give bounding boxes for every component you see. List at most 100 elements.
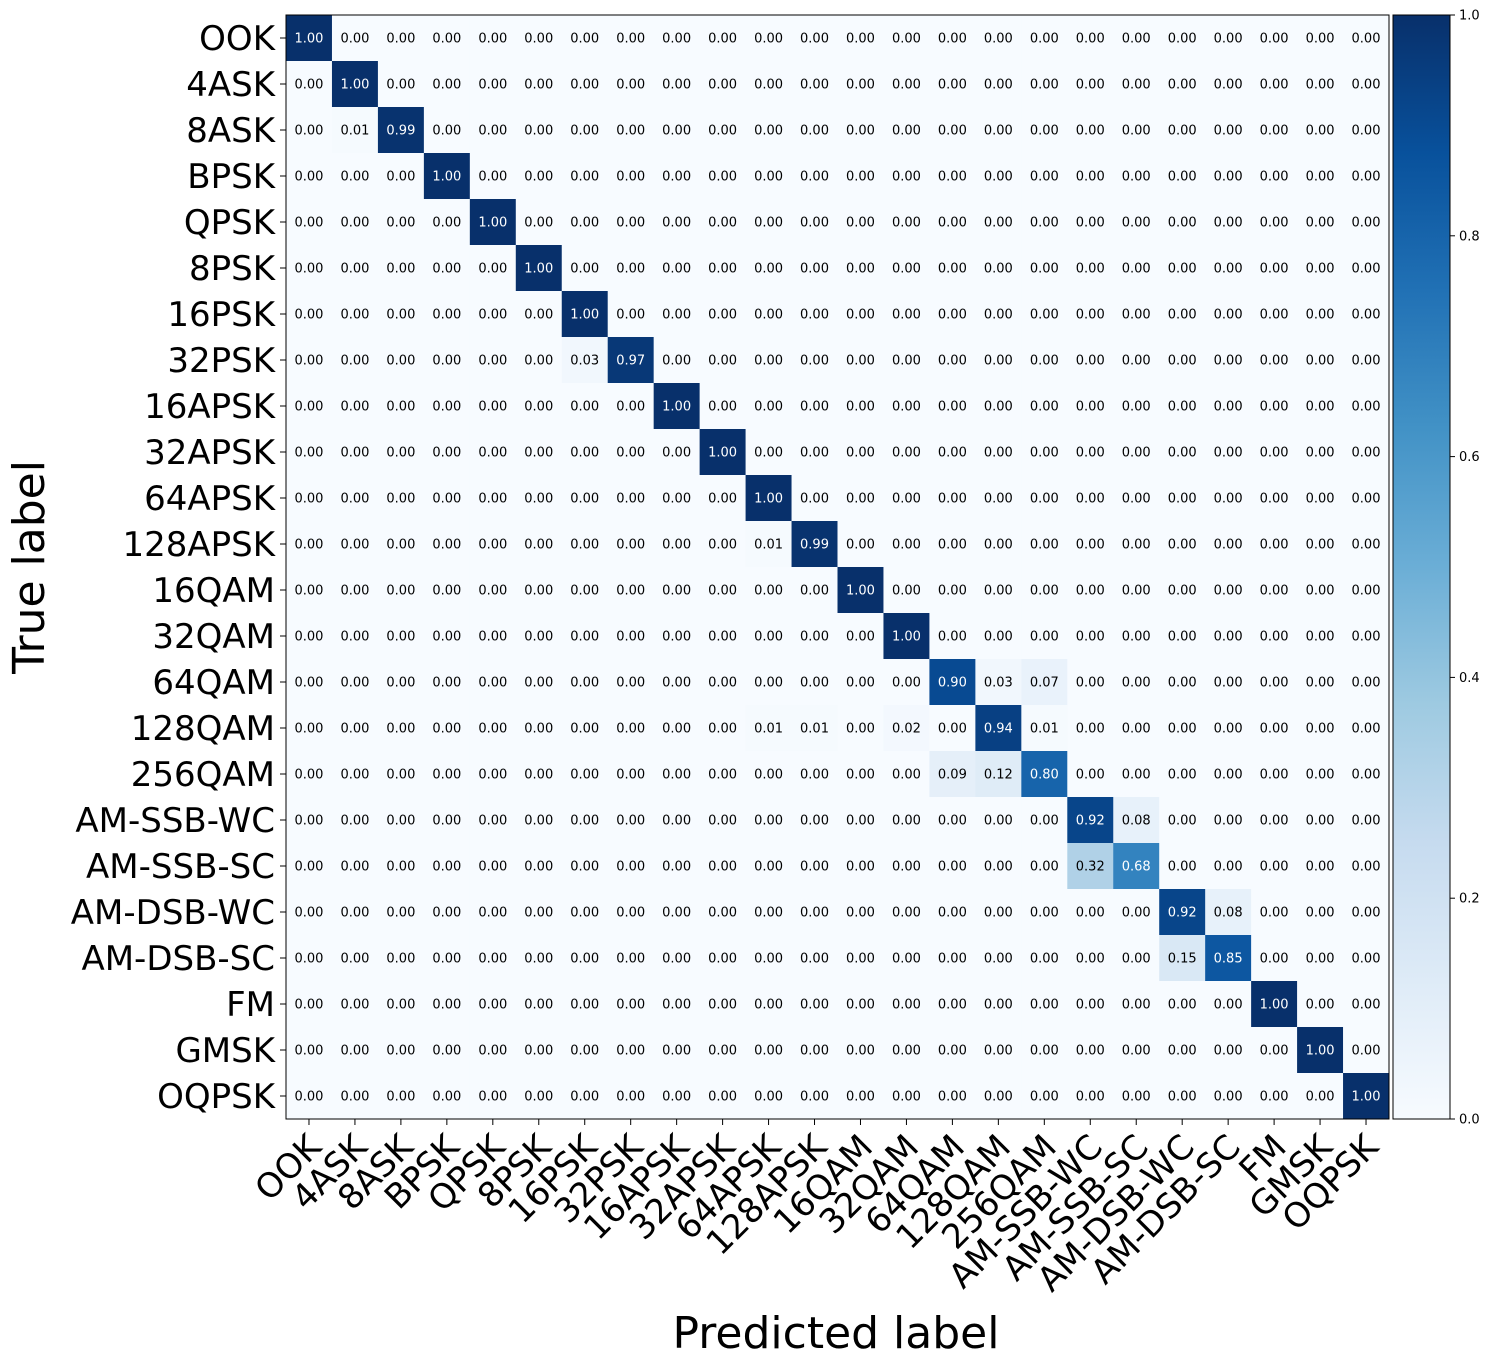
cell-value-label: 0.00 xyxy=(1306,906,1335,921)
heatmap-cell xyxy=(1159,659,1206,706)
cell-value-label: 0.00 xyxy=(478,630,507,645)
cell-value-label: 0.00 xyxy=(1076,768,1105,783)
heatmap-cell xyxy=(745,705,792,752)
heatmap-cell xyxy=(1021,981,1068,1028)
cell-value-label: 0.00 xyxy=(432,676,461,691)
cell-value-label: 0.00 xyxy=(616,998,645,1013)
heatmap-cell xyxy=(1159,15,1206,62)
heatmap-cell xyxy=(469,429,517,476)
cell-value-label: 0.00 xyxy=(1260,492,1289,507)
heatmap-cell xyxy=(1113,797,1160,844)
cell-value-label: 0.00 xyxy=(938,446,967,461)
cell-value-label: 0.00 xyxy=(570,860,599,875)
cell-value-label: 0.00 xyxy=(1168,78,1197,93)
heatmap-cell xyxy=(1205,153,1252,200)
cell-value-label: 0.00 xyxy=(1076,906,1105,921)
heatmap-cell xyxy=(1297,889,1344,936)
heatmap-cell xyxy=(975,245,1022,292)
heatmap-cell xyxy=(607,843,655,890)
cell-value-label: 0.00 xyxy=(432,492,461,507)
cell-value-label: 0.00 xyxy=(340,308,369,323)
heatmap-cell xyxy=(653,567,701,614)
cell-value-label: 0.00 xyxy=(1214,768,1243,783)
y-axis-title: True label xyxy=(4,460,55,675)
heatmap-cell xyxy=(883,199,930,246)
heatmap-cell xyxy=(745,1073,792,1120)
cell-value-label: 0.00 xyxy=(432,78,461,93)
heatmap-cell xyxy=(1297,61,1344,108)
cell-value-label: 0.00 xyxy=(340,998,369,1013)
cell-value-label: 0.00 xyxy=(432,860,461,875)
cell-value-label: 0.00 xyxy=(524,722,553,737)
cell-value-label: 0.00 xyxy=(386,32,415,47)
cell-value-label: 0.00 xyxy=(340,262,369,277)
heatmap-cell xyxy=(1159,245,1206,292)
heatmap-cell xyxy=(1159,521,1206,568)
heatmap-cell xyxy=(975,199,1022,246)
heatmap-cell xyxy=(607,15,655,62)
cell-value-label: 0.00 xyxy=(662,538,691,553)
heatmap-cell xyxy=(1343,61,1390,108)
heatmap-cell xyxy=(331,475,379,522)
heatmap-cell xyxy=(975,613,1022,660)
cell-value-label: 0.00 xyxy=(616,400,645,415)
cell-value-label: 0.03 xyxy=(570,354,599,369)
y-tick-label: AM-SSB-WC xyxy=(75,801,275,841)
heatmap-cell xyxy=(469,15,517,62)
heatmap-cell xyxy=(1343,797,1390,844)
cell-value-label: 0.00 xyxy=(846,998,875,1013)
heatmap-cell xyxy=(423,521,471,568)
cell-value-label: 0.00 xyxy=(708,906,737,921)
heatmap-cell xyxy=(1205,199,1252,246)
heatmap-cell xyxy=(1113,935,1160,982)
cell-value-label: 0.97 xyxy=(616,354,645,369)
heatmap-cell xyxy=(1113,889,1160,936)
heatmap-cell xyxy=(837,153,884,200)
cell-value-label: 0.00 xyxy=(1030,446,1059,461)
heatmap-cell xyxy=(745,1027,792,1074)
heatmap-cell xyxy=(423,613,471,660)
cell-value-label: 0.00 xyxy=(1306,354,1335,369)
heatmap-cell xyxy=(1251,1073,1298,1120)
cell-value-label: 0.00 xyxy=(295,722,324,737)
cell-value-label: 0.00 xyxy=(1260,722,1289,737)
heatmap-cell xyxy=(837,567,884,614)
y-tick-label: AM-SSB-SC xyxy=(86,847,275,887)
cell-value-label: 0.00 xyxy=(386,906,415,921)
cell-value-label: 0.00 xyxy=(754,32,783,47)
cell-value-label: 1.00 xyxy=(1352,1090,1381,1105)
cell-value-label: 0.00 xyxy=(340,354,369,369)
cell-value-label: 0.00 xyxy=(1306,538,1335,553)
cell-value-label: 0.00 xyxy=(1306,170,1335,185)
cell-value-label: 0.00 xyxy=(1214,860,1243,875)
heatmap-cell xyxy=(1067,521,1114,568)
heatmap-cell xyxy=(515,797,563,844)
cell-value-label: 0.00 xyxy=(340,860,369,875)
heatmap-cell xyxy=(791,291,838,338)
heatmap-cell xyxy=(791,15,838,62)
cell-value-label: 0.00 xyxy=(938,538,967,553)
cell-value-label: 0.00 xyxy=(1076,630,1105,645)
heatmap-cell xyxy=(791,245,838,292)
heatmap-cell xyxy=(699,567,746,614)
cell-value-label: 0.00 xyxy=(432,32,461,47)
cell-value-label: 0.00 xyxy=(1122,78,1151,93)
heatmap-cell xyxy=(377,107,425,154)
heatmap-cell xyxy=(883,705,930,752)
heatmap-cell xyxy=(1205,797,1252,844)
heatmap-cell xyxy=(1343,383,1390,430)
cell-value-label: 0.00 xyxy=(708,538,737,553)
heatmap-cell xyxy=(607,705,655,752)
cell-value-label: 0.00 xyxy=(1306,262,1335,277)
heatmap-cell xyxy=(1021,567,1068,614)
heatmap-cell xyxy=(975,797,1022,844)
cell-value-label: 0.00 xyxy=(846,492,875,507)
heatmap-cell xyxy=(331,613,379,660)
heatmap-cell xyxy=(929,889,976,936)
cell-value-label: 0.00 xyxy=(800,906,829,921)
cell-value-label: 0.00 xyxy=(478,768,507,783)
heatmap-cell xyxy=(469,61,517,108)
cell-value-label: 0.00 xyxy=(1306,584,1335,599)
cell-value-label: 0.00 xyxy=(800,998,829,1013)
cell-value-label: 0.00 xyxy=(846,354,875,369)
